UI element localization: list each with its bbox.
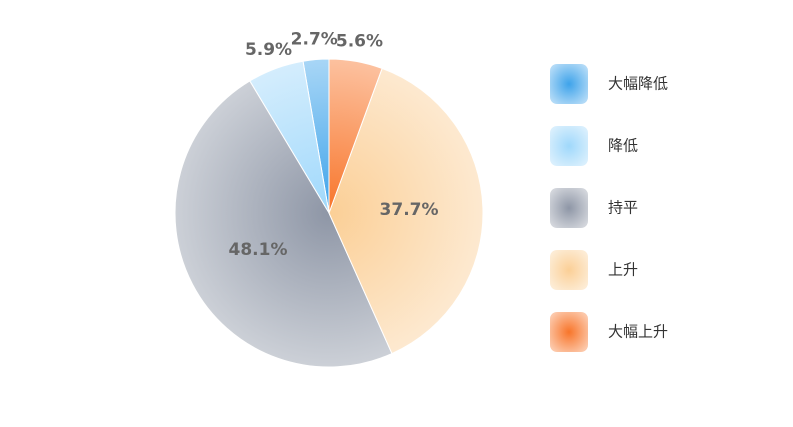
- legend-swatch: [550, 126, 588, 166]
- legend-swatch: [550, 188, 588, 228]
- legend-label: 降低: [608, 137, 638, 155]
- legend-swatch: [550, 250, 588, 290]
- pie-slice: [174, 80, 393, 368]
- legend-label: 大幅上升: [608, 323, 668, 341]
- legend-label: 持平: [608, 199, 638, 217]
- data-label: 48.1%: [229, 240, 288, 260]
- data-label: 5.9%: [245, 40, 292, 60]
- pie-slice: [328, 58, 383, 214]
- data-label: 37.7%: [380, 200, 439, 220]
- pie-slice: [328, 67, 484, 355]
- data-label: 2.7%: [291, 30, 338, 50]
- legend-label: 上升: [608, 261, 638, 279]
- legend-swatch: [550, 64, 588, 104]
- legend-label: 大幅降低: [608, 75, 668, 93]
- legend-swatch: [550, 312, 588, 352]
- data-label: 5.6%: [336, 32, 383, 52]
